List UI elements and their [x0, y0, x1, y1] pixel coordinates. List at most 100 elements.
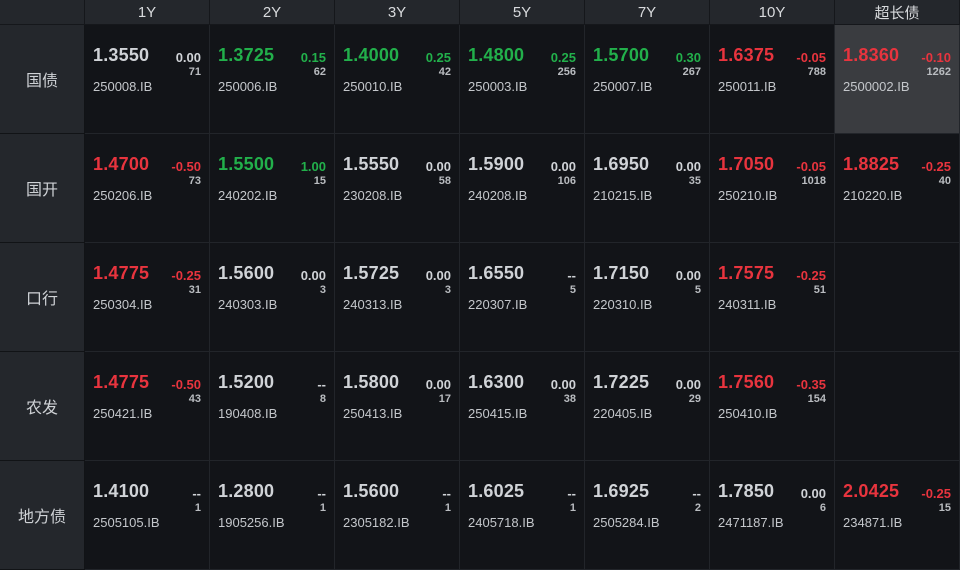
bond-code: 250413.IB: [343, 406, 403, 421]
column-header-3y[interactable]: 3Y: [335, 0, 460, 25]
yield-value: 1.4700: [93, 154, 150, 174]
quote-cell-exim-3y[interactable]: 1.5725 0.00 3 240313.IB: [335, 243, 460, 352]
change-value: --: [442, 486, 451, 501]
row-label-exim[interactable]: 口行: [0, 243, 85, 352]
yield-value: 1.7225: [593, 372, 650, 392]
quote-cell-treasury-2y[interactable]: 1.3725 0.15 62 250006.IB: [210, 25, 335, 134]
bond-code: 210220.IB: [843, 188, 903, 203]
change-value: --: [317, 486, 326, 501]
change-value: 0.00: [550, 159, 576, 174]
change-value: 0.00: [425, 377, 451, 392]
bond-code: 250421.IB: [93, 406, 153, 421]
quote-cell-local-gov-5y[interactable]: 1.6025 -- 1 2405718.IB: [460, 461, 585, 570]
change-value: --: [567, 486, 576, 501]
volume-count: 154: [807, 393, 826, 405]
quote-cell-cdb-5y[interactable]: 1.5900 0.00 106 240208.IB: [460, 134, 585, 243]
volume-count: 31: [188, 284, 201, 296]
volume-count: 5: [569, 284, 576, 296]
volume-count: 3: [444, 284, 451, 296]
quote-cell-adbc-3y[interactable]: 1.5800 0.00 17 250413.IB: [335, 352, 460, 461]
volume-count: 51: [813, 284, 826, 296]
quote-cell-treasury-3y[interactable]: 1.4000 0.25 42 250010.IB: [335, 25, 460, 134]
yield-value: 1.2800: [218, 481, 275, 501]
quote-cell-exim-2y[interactable]: 1.5600 0.00 3 240303.IB: [210, 243, 335, 352]
bond-code: 230208.IB: [343, 188, 403, 203]
quote-cell-local-gov-ultra-long[interactable]: 2.0425 -0.25 15 234871.IB: [835, 461, 960, 570]
quote-cell-treasury-ultra-long[interactable]: 1.8360 -0.10 1262 2500002.IB: [835, 25, 960, 134]
bond-code: 250304.IB: [93, 297, 153, 312]
bond-code: 2405718.IB: [468, 515, 535, 530]
bond-code: 2305182.IB: [343, 515, 410, 530]
change-value: 0.15: [300, 50, 326, 65]
change-value: 0.00: [800, 486, 826, 501]
quote-cell-adbc-5y[interactable]: 1.6300 0.00 38 250415.IB: [460, 352, 585, 461]
bond-code: 250008.IB: [93, 79, 153, 94]
quote-cell-adbc-7y[interactable]: 1.7225 0.00 29 220405.IB: [585, 352, 710, 461]
change-value: 0.30: [675, 50, 701, 65]
change-value: 0.00: [425, 159, 451, 174]
bond-code: 250011.IB: [718, 79, 777, 94]
quote-cell-treasury-10y[interactable]: 1.6375 -0.05 788 250011.IB: [710, 25, 835, 134]
change-value: 0.00: [675, 159, 701, 174]
quote-cell-local-gov-3y[interactable]: 1.5600 -- 1 2305182.IB: [335, 461, 460, 570]
volume-count: 62: [313, 66, 326, 78]
column-header-1y[interactable]: 1Y: [85, 0, 210, 25]
column-header-7y[interactable]: 7Y: [585, 0, 710, 25]
change-value: --: [692, 486, 701, 501]
volume-count: 5: [694, 284, 701, 296]
column-header-ultra-long[interactable]: 超长债: [835, 0, 960, 25]
row-label-local-gov[interactable]: 地方债: [0, 461, 85, 570]
row-label-treasury[interactable]: 国债: [0, 25, 85, 134]
column-header-2y[interactable]: 2Y: [210, 0, 335, 25]
quote-cell-cdb-ultra-long[interactable]: 1.8825 -0.25 40 210220.IB: [835, 134, 960, 243]
volume-count: 256: [557, 66, 576, 78]
change-value: --: [317, 377, 326, 392]
bond-code: 250010.IB: [343, 79, 403, 94]
column-header-10y[interactable]: 10Y: [710, 0, 835, 25]
bond-code: 250410.IB: [718, 406, 778, 421]
quote-cell-treasury-5y[interactable]: 1.4800 0.25 256 250003.IB: [460, 25, 585, 134]
quote-cell-exim-10y[interactable]: 1.7575 -0.25 51 240311.IB: [710, 243, 835, 352]
bond-code: 240303.IB: [218, 297, 278, 312]
quote-cell-adbc-2y[interactable]: 1.5200 -- 8 190408.IB: [210, 352, 335, 461]
quote-cell-exim-5y[interactable]: 1.6550 -- 5 220307.IB: [460, 243, 585, 352]
bond-code: 220405.IB: [593, 406, 653, 421]
quote-cell-cdb-3y[interactable]: 1.5550 0.00 58 230208.IB: [335, 134, 460, 243]
volume-count: 29: [688, 393, 701, 405]
bond-code: 250003.IB: [468, 79, 528, 94]
quote-cell-treasury-7y[interactable]: 1.5700 0.30 267 250007.IB: [585, 25, 710, 134]
volume-count: 6: [819, 502, 826, 514]
quote-cell-exim-7y[interactable]: 1.7150 0.00 5 220310.IB: [585, 243, 710, 352]
quote-cell-local-gov-2y[interactable]: 1.2800 -- 1 1905256.IB: [210, 461, 335, 570]
quote-cell-local-gov-10y[interactable]: 1.7850 0.00 6 2471187.IB: [710, 461, 835, 570]
yield-value: 1.3550: [93, 45, 150, 65]
volume-count: 1018: [801, 175, 826, 187]
column-header-5y[interactable]: 5Y: [460, 0, 585, 25]
change-value: 0.00: [425, 268, 451, 283]
quote-cell-cdb-2y[interactable]: 1.5500 1.00 15 240202.IB: [210, 134, 335, 243]
quote-cell-cdb-10y[interactable]: 1.7050 -0.05 1018 250210.IB: [710, 134, 835, 243]
quote-cell-local-gov-1y[interactable]: 1.4100 -- 1 2505105.IB: [85, 461, 210, 570]
yield-value: 1.6300: [468, 372, 525, 392]
yield-value: 1.5700: [593, 45, 650, 65]
change-value: -0.50: [171, 377, 201, 392]
quote-cell-exim-1y[interactable]: 1.4775 -0.25 31 250304.IB: [85, 243, 210, 352]
row-label-cdb[interactable]: 国开: [0, 134, 85, 243]
yield-value: 1.5550: [343, 154, 400, 174]
quote-cell-local-gov-7y[interactable]: 1.6925 -- 2 2505284.IB: [585, 461, 710, 570]
bond-code: 220310.IB: [593, 297, 653, 312]
yield-value: 1.6550: [468, 263, 525, 283]
bond-code: 2505284.IB: [593, 515, 660, 530]
quote-cell-cdb-7y[interactable]: 1.6950 0.00 35 210215.IB: [585, 134, 710, 243]
quote-cell-adbc-1y[interactable]: 1.4775 -0.50 43 250421.IB: [85, 352, 210, 461]
quote-cell-treasury-1y[interactable]: 1.3550 0.00 71 250008.IB: [85, 25, 210, 134]
yield-value: 1.4000: [343, 45, 400, 65]
yield-value: 1.5500: [218, 154, 275, 174]
quote-cell-adbc-10y[interactable]: 1.7560 -0.35 154 250410.IB: [710, 352, 835, 461]
change-value: 0.25: [425, 50, 451, 65]
row-label-adbc[interactable]: 农发: [0, 352, 85, 461]
quote-cell-cdb-1y[interactable]: 1.4700 -0.50 73 250206.IB: [85, 134, 210, 243]
yield-value: 1.6375: [718, 45, 775, 65]
bond-code: 250007.IB: [593, 79, 653, 94]
